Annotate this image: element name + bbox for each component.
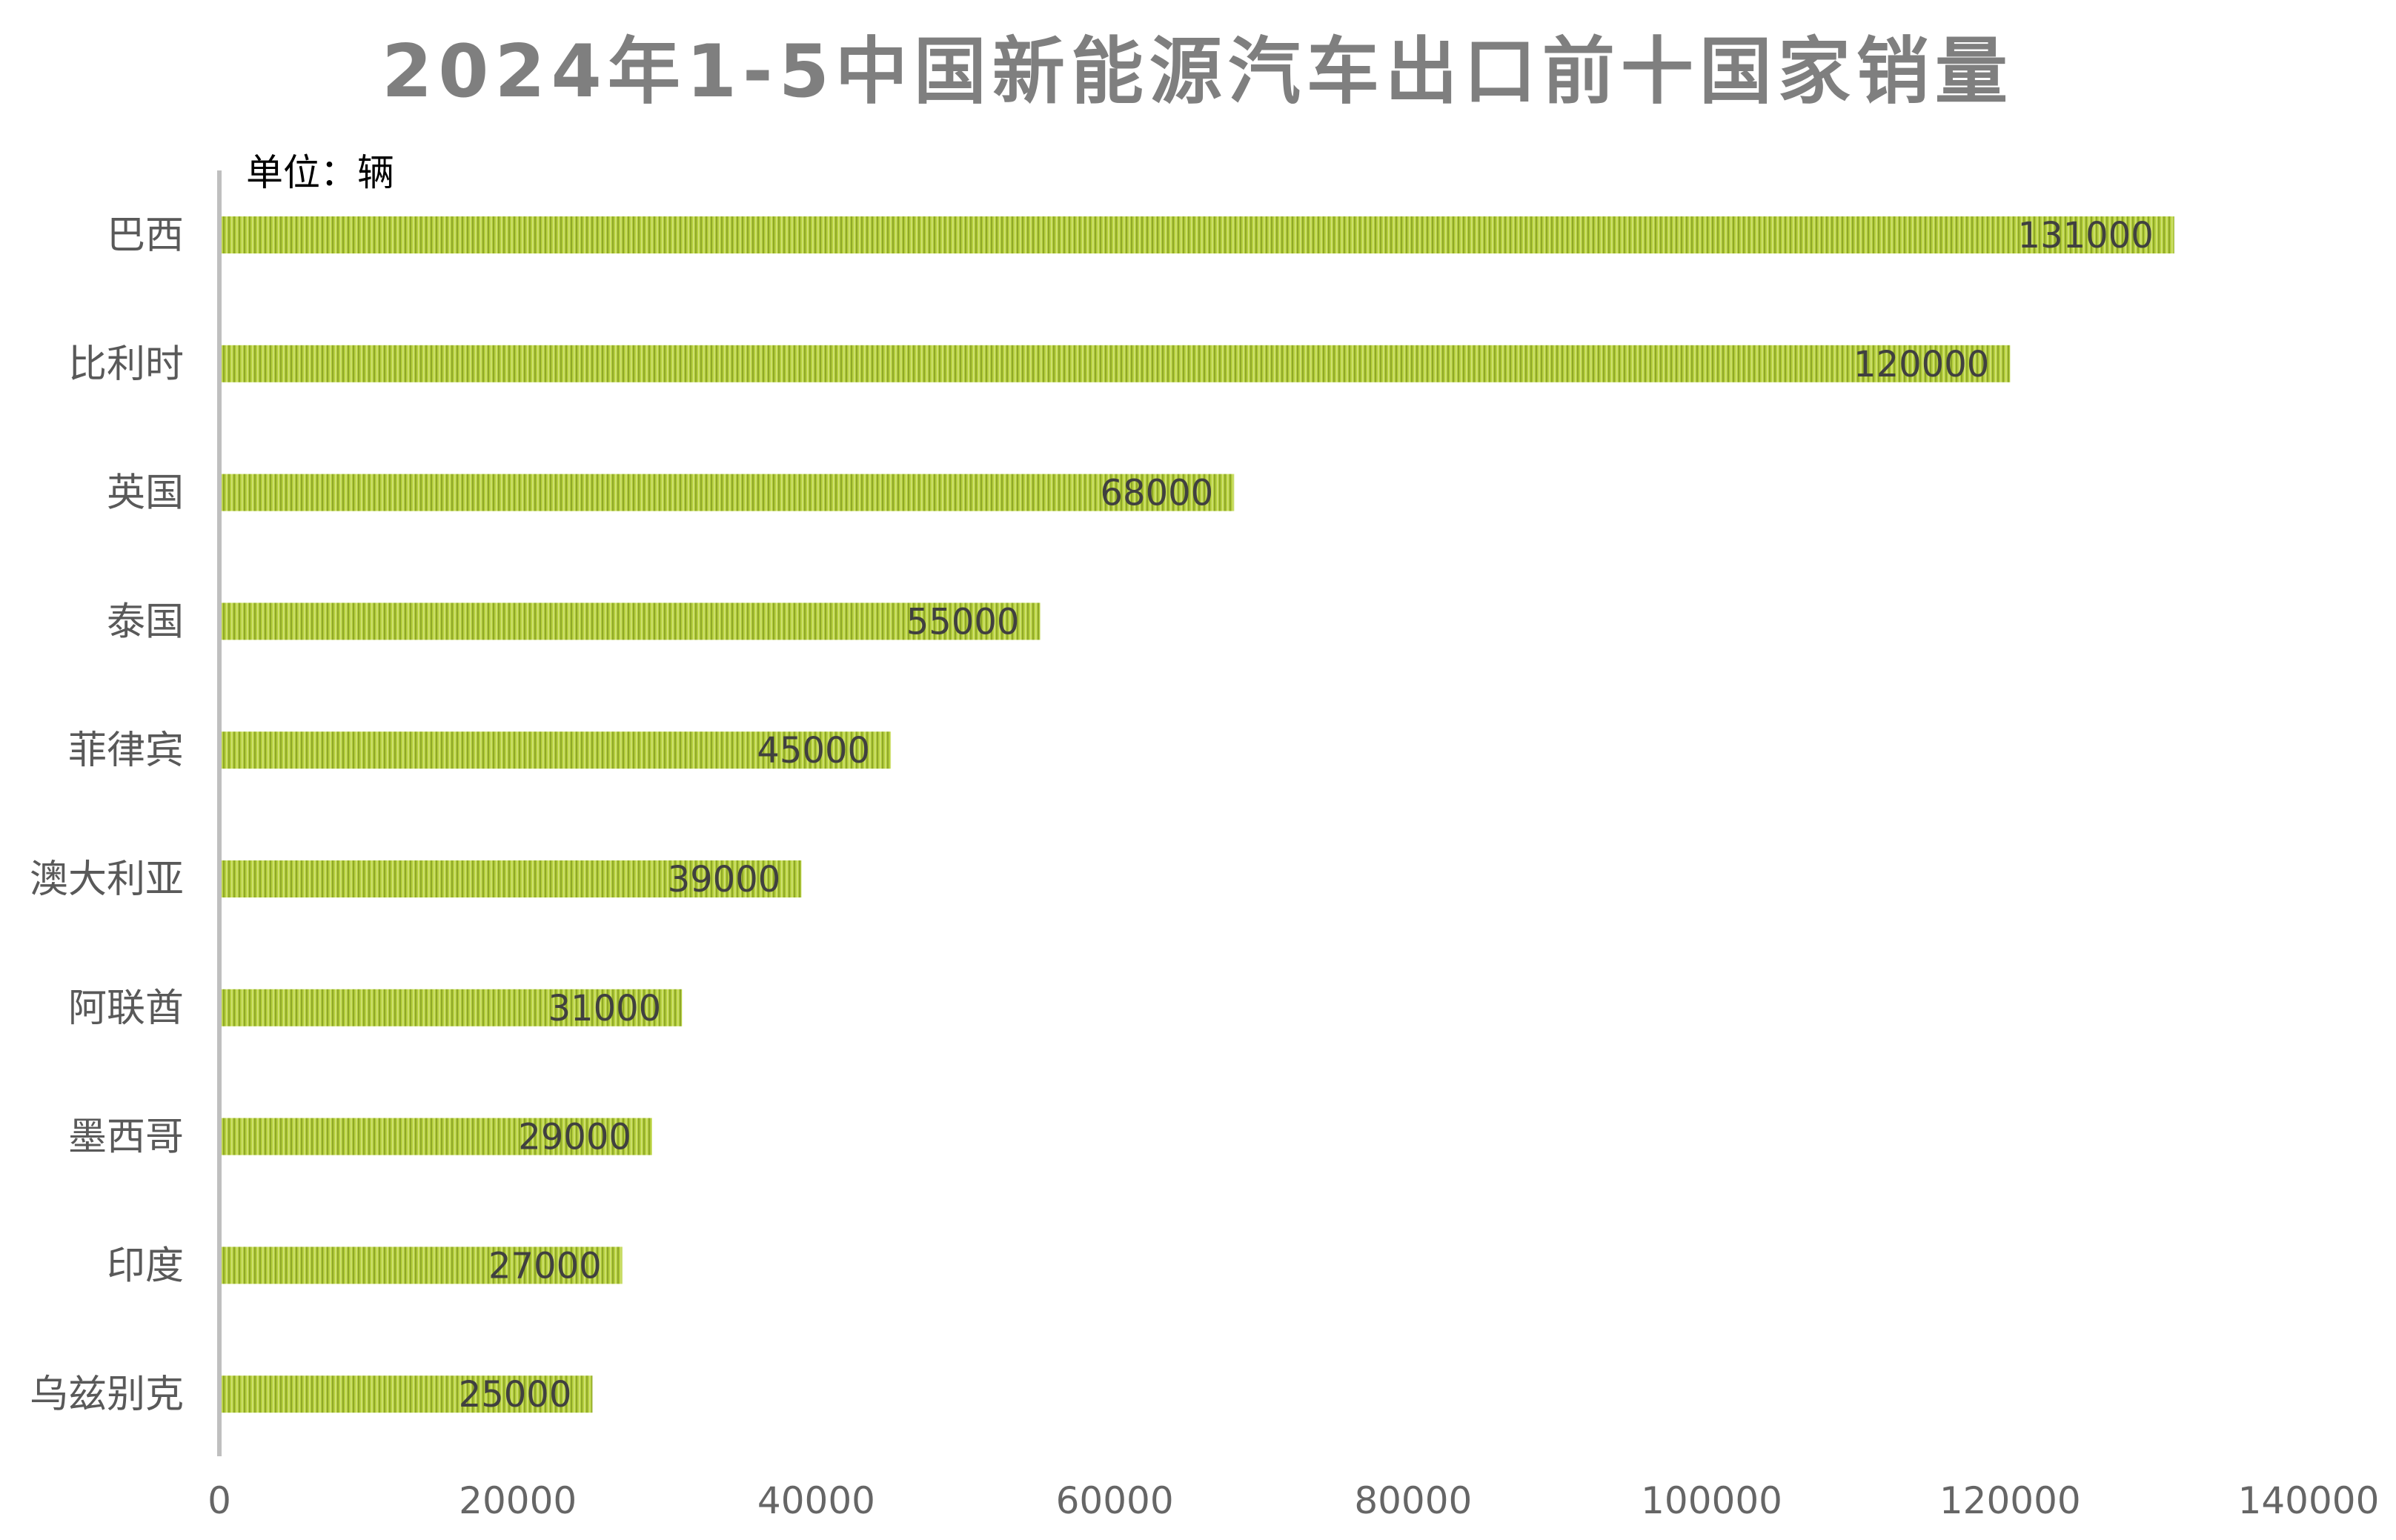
bar-4 [219,731,892,769]
data-label-8: 27000 [488,1245,602,1287]
x-tick-label-0: 0 [208,1479,231,1522]
data-labels-group: 131000 120000 68000 55000 45000 39000 31000 290… [459,215,2154,1415]
x-tick-label-3: 60000 [1056,1479,1174,1522]
bar-9 [219,1375,593,1413]
category-label-3: 泰国 [107,600,184,644]
category-label-7: 墨西哥 [68,1115,184,1160]
x-tick-label-6: 120000 [1939,1479,2081,1522]
bar-5 [219,860,802,897]
data-label-3: 55000 [906,601,1020,643]
category-label-0: 巴西 [107,213,184,258]
bar-0 [219,216,2174,253]
category-label-1: 比利时 [68,342,184,387]
data-label-4: 45000 [757,730,870,771]
category-label-4: 菲律宾 [68,728,184,773]
category-label-6: 阿联酋 [68,986,184,1031]
category-label-9: 乌兹别克 [30,1373,184,1417]
data-label-0: 131000 [2018,215,2154,256]
category-label-8: 印度 [107,1244,184,1288]
bar-2 [219,474,1235,511]
data-label-5: 39000 [668,859,781,900]
bar-1 [219,345,2011,382]
data-label-9: 25000 [459,1374,572,1415]
x-axis-ticks-group: 0 20000 40000 60000 80000 100000 120000 140000 [208,1479,2379,1522]
bars-group [219,216,2174,1413]
data-label-1: 120000 [1854,344,1989,385]
x-tick-label-4: 80000 [1354,1479,1472,1522]
bar-6 [219,989,683,1026]
data-label-6: 31000 [548,988,662,1029]
x-tick-label-1: 20000 [459,1479,577,1522]
chart-title: 2024年1-5中国新能源汽车出口前十国家销量 [382,30,2014,114]
bar-7 [219,1118,652,1155]
x-tick-label-2: 40000 [757,1479,875,1522]
unit-label: 单位：辆 [246,151,394,194]
data-label-7: 29000 [518,1117,631,1158]
x-tick-label-5: 100000 [1641,1479,1782,1522]
x-tick-label-7: 140000 [2238,1479,2380,1522]
category-label-5: 澳大利亚 [30,857,184,902]
bar-8 [219,1247,623,1284]
data-label-2: 68000 [1101,473,1214,514]
bar-3 [219,603,1041,640]
category-label-2: 英国 [107,471,184,516]
